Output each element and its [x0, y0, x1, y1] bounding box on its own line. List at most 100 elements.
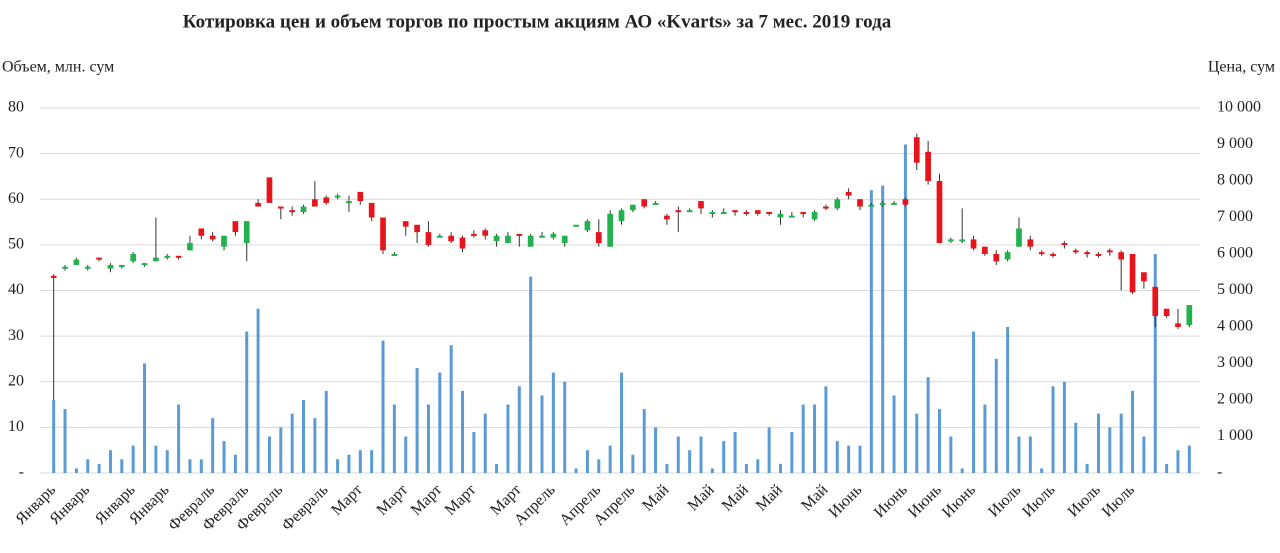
candle-body	[709, 212, 716, 215]
volume-bar	[131, 445, 135, 473]
candle-body	[641, 199, 648, 207]
candle-body	[527, 235, 534, 247]
x-tick-label: Июнь	[939, 481, 979, 521]
volume-bar	[1108, 427, 1112, 473]
y2-tick-label: -	[1217, 464, 1222, 481]
y2-tick-label: 7 000	[1217, 208, 1253, 225]
candle-body	[925, 151, 931, 181]
volume-bar	[313, 418, 317, 473]
volume-bar	[665, 463, 669, 473]
candle-body	[130, 254, 137, 262]
candle-body	[618, 210, 625, 222]
candle-body	[868, 204, 875, 207]
x-tick-label: Февраль	[279, 481, 332, 534]
volume-bar	[801, 404, 805, 473]
volume-bar	[744, 463, 748, 473]
volume-bar	[97, 463, 101, 473]
candle-body	[959, 239, 966, 242]
candle-body	[414, 224, 420, 233]
candle-body	[936, 181, 943, 244]
volume-bar	[1119, 413, 1123, 473]
volume-bar	[1165, 463, 1169, 473]
volume-bar	[370, 450, 374, 473]
volume-bar	[199, 459, 203, 473]
y-tick-label: 50	[8, 236, 24, 253]
x-tick-label: Июнь	[905, 481, 945, 521]
candle-body	[630, 204, 636, 211]
candle-body	[459, 237, 466, 249]
volume-bar	[1187, 445, 1191, 473]
volume-bar	[279, 427, 283, 473]
candle-body	[118, 264, 125, 267]
candle-body	[107, 264, 114, 269]
volume-bar	[324, 390, 328, 473]
volume-bar	[358, 450, 362, 473]
candle-body	[255, 202, 261, 207]
volume-bar	[926, 377, 930, 473]
y-tick-label: 70	[8, 144, 24, 161]
volume-bar	[222, 441, 226, 473]
y-axis-label: Объем, млн. сум	[2, 59, 114, 76]
candle-body	[789, 215, 795, 218]
candle-body	[947, 239, 954, 242]
candle-body	[857, 199, 863, 207]
x-tick-label: Июнь	[871, 481, 911, 521]
candle-body	[153, 257, 159, 262]
volume-bar	[1017, 436, 1021, 473]
y-tick-label: 20	[8, 372, 24, 389]
candle-body	[1175, 323, 1181, 327]
candle-body	[777, 213, 784, 218]
candle-body	[493, 235, 500, 242]
volume-bar	[585, 450, 589, 473]
volume-bar	[620, 372, 623, 473]
volume-bar	[426, 404, 430, 473]
candle-body	[1095, 254, 1102, 256]
candle-body	[982, 246, 988, 254]
volume-bar	[540, 395, 544, 473]
candle-body	[516, 233, 523, 236]
y2-tick-label: 5 000	[1217, 281, 1253, 298]
volume-bar	[869, 190, 873, 473]
candle-body	[380, 217, 386, 251]
volume-bar	[256, 308, 260, 473]
candle-body	[266, 177, 273, 203]
candle-body	[539, 235, 545, 238]
volume-bar	[608, 445, 612, 473]
candle-body	[391, 254, 398, 256]
volume-bar	[211, 418, 215, 473]
volume-bar	[290, 413, 294, 473]
candle-body	[62, 266, 68, 269]
x-tick-label: Май	[639, 481, 672, 514]
volume-bar	[892, 395, 896, 473]
x-tick-label: Март	[374, 481, 412, 519]
candle-body	[834, 199, 841, 209]
candle-body	[766, 212, 772, 215]
candle-body	[698, 201, 704, 209]
volume-bar	[472, 431, 476, 473]
volume-bar	[813, 404, 817, 473]
candle-body	[334, 195, 341, 198]
x-tick-label: Март	[442, 481, 480, 519]
candle-body	[845, 191, 852, 196]
candle-body	[357, 191, 364, 202]
candle-body	[607, 213, 613, 247]
volume-bar	[120, 459, 124, 473]
candle-body	[505, 235, 511, 244]
volume-bar	[1153, 254, 1157, 473]
candle-body	[1072, 250, 1079, 253]
x-tick-label: Май	[719, 481, 752, 514]
volume-bar	[506, 404, 510, 473]
candle-body	[1129, 254, 1136, 293]
candle-body	[312, 199, 318, 207]
candle-body	[573, 224, 579, 227]
candle-body	[823, 206, 829, 209]
volume-bar	[631, 454, 635, 473]
volume-bar	[858, 445, 862, 473]
y2-tick-label: 4 000	[1217, 318, 1253, 335]
candle-body	[425, 232, 432, 245]
x-tick-label: Май	[753, 481, 786, 514]
candle-body	[902, 199, 909, 205]
volume-bar	[949, 436, 953, 473]
chart-title: Котировка цен и объем торгов по простым …	[183, 11, 892, 32]
y2-tick-label: 8 000	[1217, 172, 1253, 189]
